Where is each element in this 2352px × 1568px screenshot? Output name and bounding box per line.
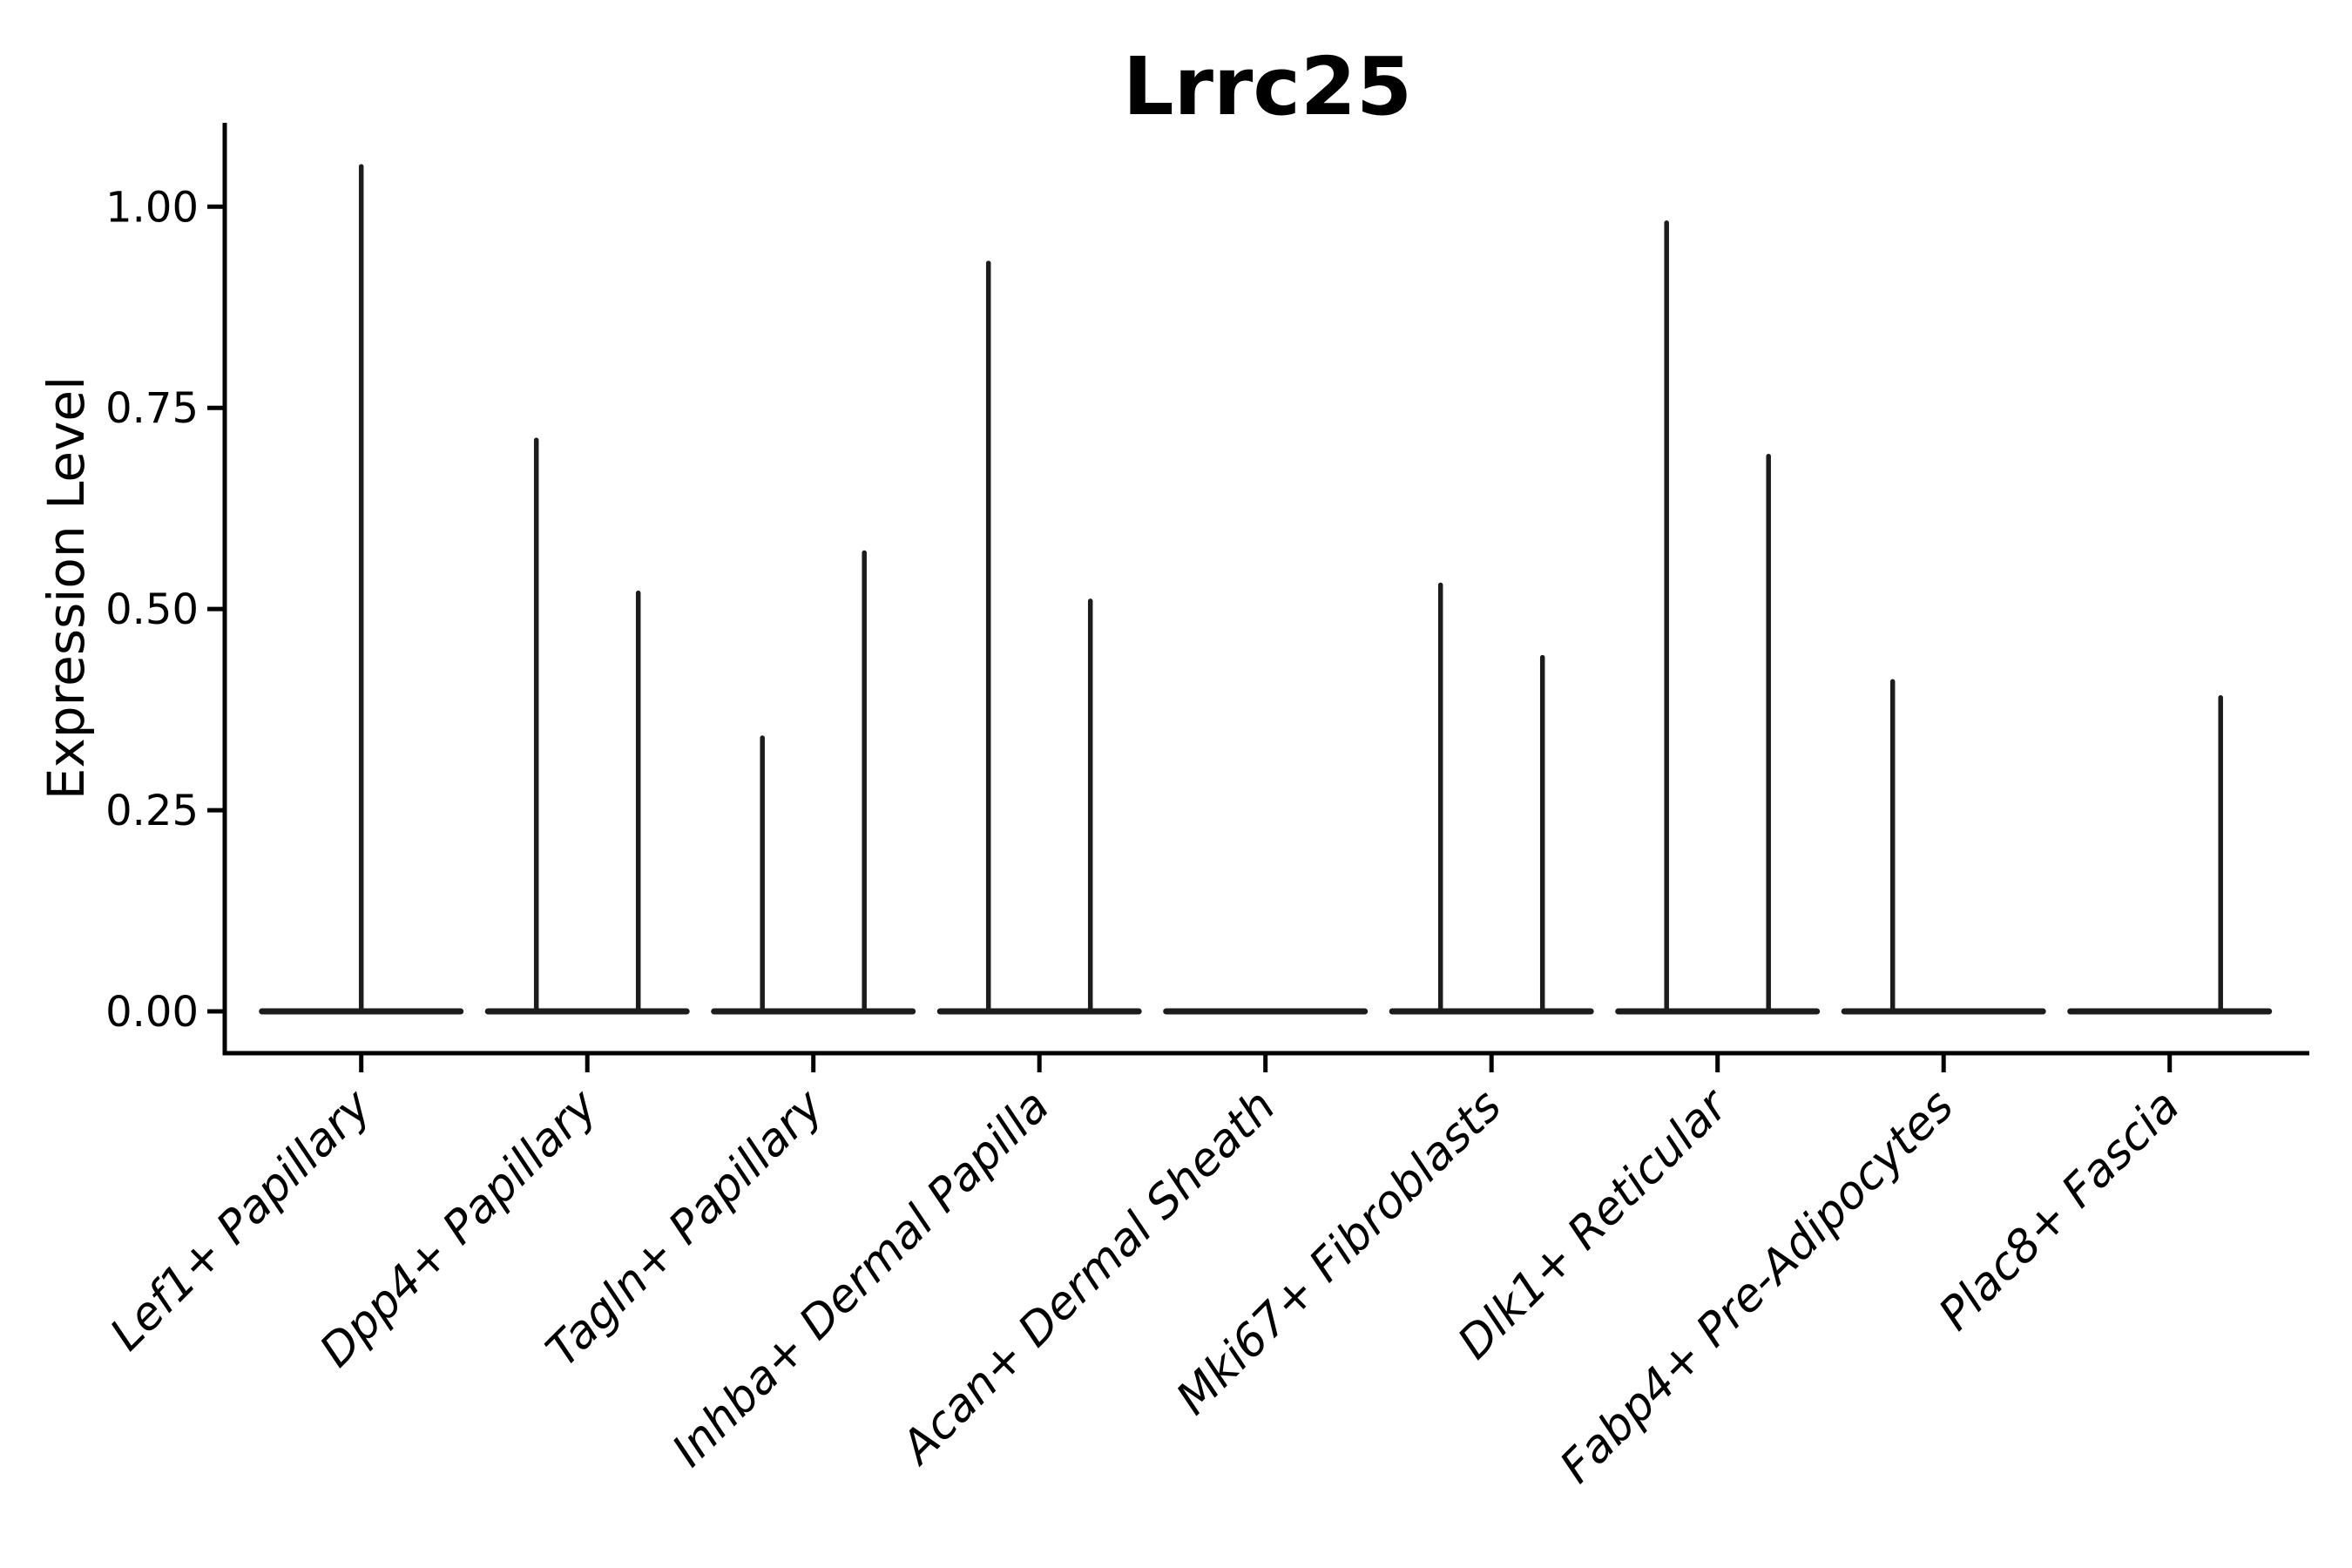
y-tick-label: 0.50 [105,585,199,634]
x-tick-label: Plac8+ Fascia [1930,1080,2190,1341]
x-tick-label: Fabp4+ Pre-Adipocytes [1551,1080,1964,1494]
violins-group [259,164,2273,1015]
y-tick-label: 1.00 [105,183,199,232]
y-axis-label: Expression Level [37,376,96,800]
y-tick-label: 0.25 [105,787,199,835]
y-tick-label: 0.00 [105,988,199,1037]
x-tick-label: Acan+ Dermal Sheath [890,1080,1286,1476]
y-tick-label: 0.75 [105,384,199,433]
axes-group [207,123,2309,1072]
chart-title: Lrrc25 [1123,40,1412,133]
x-tick-label: Inhba+ Dermal Papilla [663,1080,1060,1477]
